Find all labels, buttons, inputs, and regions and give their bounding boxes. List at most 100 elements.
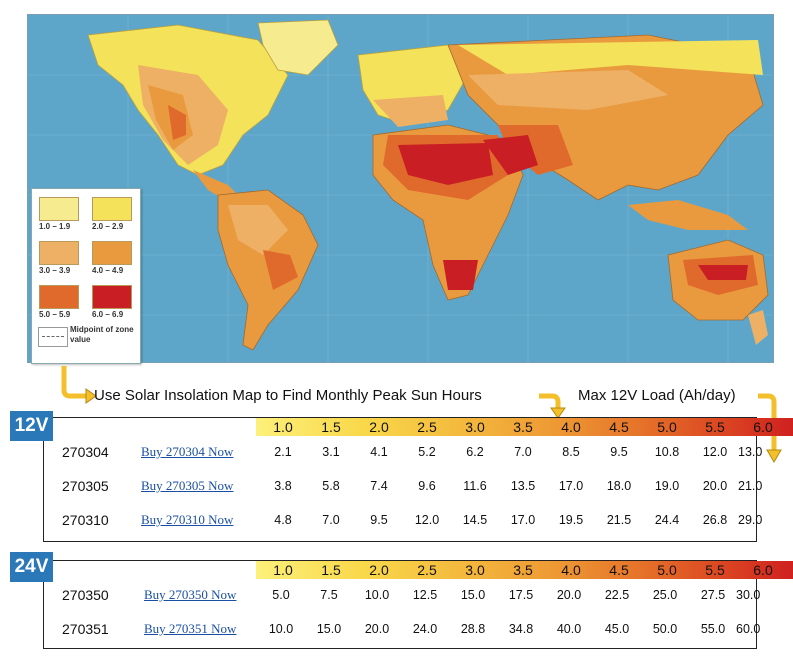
model-number: 270305 (62, 478, 109, 494)
load-value: 20.0 (702, 479, 728, 493)
load-value: 45.0 (604, 622, 630, 636)
load-value: 26.8 (702, 513, 728, 527)
header-cell: 5.5 (705, 419, 725, 435)
header-cell: 4.5 (609, 419, 629, 435)
load-value: 5.2 (418, 445, 436, 459)
load-value: 20.0 (556, 588, 582, 602)
load-value: 7.5 (320, 588, 338, 602)
load-value: 25.0 (652, 588, 678, 602)
legend-swatch-1 (39, 197, 79, 221)
legend-label-3: 3.0 – 3.9 (39, 266, 71, 275)
load-value: 13.5 (510, 479, 536, 493)
midpoint-label: Midpoint of zone value (70, 325, 134, 344)
model-number: 270350 (62, 587, 109, 603)
legend-label-1: 1.0 – 1.9 (39, 222, 71, 231)
load-value: 21.5 (606, 513, 632, 527)
load-value: 28.8 (460, 622, 486, 636)
header-cell: 2.5 (417, 419, 437, 435)
load-value: 15.0 (460, 588, 486, 602)
table-row: 270350 Buy 270350 Now 5.0 7.5 10.0 12.5 … (44, 583, 761, 607)
model-number: 270351 (62, 621, 109, 637)
map-legend: 1.0 – 1.9 2.0 – 2.9 3.0 – 3.9 4.0 – 4.9 … (31, 188, 141, 364)
load-value: 24.4 (654, 513, 680, 527)
load-value: 18.0 (606, 479, 632, 493)
header-cell: 5.0 (657, 562, 677, 578)
load-value: 9.5 (370, 513, 388, 527)
left-arrow-icon (61, 366, 86, 399)
instruction-caption: Use Solar Insolation Map to Find Monthly… (94, 387, 482, 404)
load-value: 5.8 (322, 479, 340, 493)
table-12v: 1.0 1.5 2.0 2.5 3.0 3.5 4.0 4.5 5.0 5.5 … (43, 417, 793, 542)
legend-label-2: 2.0 – 2.9 (92, 222, 124, 231)
header-cell: 1.5 (321, 419, 341, 435)
load-value: 8.5 (562, 445, 580, 459)
header-cell: 2.0 (369, 562, 389, 578)
header-cell: 4.0 (561, 562, 581, 578)
buy-270305-link[interactable]: Buy 270305 Now (141, 478, 234, 493)
load-value: 7.4 (370, 479, 388, 493)
load-value: 7.0 (322, 513, 340, 527)
header-cell: 3.0 (465, 419, 485, 435)
world-map-graphic (28, 15, 773, 362)
max-load-label: Max 12V Load (Ah/day) (578, 387, 736, 404)
header-cell: 2.0 (369, 419, 389, 435)
peak-sun-hours-header: 1.0 1.5 2.0 2.5 3.0 3.5 4.0 4.5 5.0 5.5 … (256, 418, 793, 436)
load-value: 17.0 (510, 513, 536, 527)
load-value: 2.1 (274, 445, 292, 459)
load-value: 9.5 (610, 445, 628, 459)
buy-270310-link[interactable]: Buy 270310 Now (141, 512, 234, 527)
legend-swatch-2 (92, 197, 132, 221)
header-cell: 6.0 (753, 419, 773, 435)
load-value: 10.0 (364, 588, 390, 602)
buy-270351-link[interactable]: Buy 270351 Now (144, 621, 237, 636)
voltage-badge-24v: 24V (10, 552, 53, 582)
load-value: 3.1 (322, 445, 340, 459)
load-value: 3.8 (274, 479, 292, 493)
load-value: 50.0 (652, 622, 678, 636)
header-cell: 1.5 (321, 562, 341, 578)
header-cell: 4.0 (561, 419, 581, 435)
load-value: 7.0 (514, 445, 532, 459)
load-value: 12.5 (412, 588, 438, 602)
load-value: 40.0 (556, 622, 582, 636)
load-value: 30.0 (736, 588, 761, 602)
table-row: 270304 Buy 270304 Now 2.1 3.1 4.1 5.2 6.… (44, 440, 762, 464)
peak-sun-hours-header: 1.0 1.5 2.0 2.5 3.0 3.5 4.0 4.5 5.0 5.5 … (256, 561, 793, 579)
load-value: 27.5 (700, 588, 726, 602)
legend-label-5: 5.0 – 5.9 (39, 310, 71, 319)
load-value: 29.0 (738, 513, 763, 527)
buy-270350-link[interactable]: Buy 270350 Now (144, 587, 237, 602)
load-value: 17.5 (508, 588, 534, 602)
legend-label-6: 6.0 – 6.9 (92, 310, 124, 319)
load-value: 20.0 (364, 622, 390, 636)
header-cell: 1.0 (273, 419, 293, 435)
legend-label-4: 4.0 – 4.9 (92, 266, 124, 275)
header-cell: 5.0 (657, 419, 677, 435)
header-cell: 4.5 (609, 562, 629, 578)
load-value: 5.0 (272, 588, 290, 602)
table-row: 270351 Buy 270351 Now 10.0 15.0 20.0 24.… (44, 617, 761, 641)
load-value: 55.0 (700, 622, 726, 636)
load-value: 10.8 (654, 445, 680, 459)
legend-swatch-6 (92, 285, 132, 309)
header-cell: 3.5 (513, 419, 533, 435)
model-number: 270310 (62, 512, 109, 528)
right-arrow-icon (758, 393, 777, 452)
load-value: 60.0 (736, 622, 761, 636)
legend-swatch-3 (39, 241, 79, 265)
table-row: 270310 Buy 270310 Now 4.8 7.0 9.5 12.0 1… (44, 508, 763, 532)
load-value: 6.2 (466, 445, 484, 459)
header-cell: 6.0 (753, 562, 773, 578)
midpoint-line-sample (38, 327, 68, 347)
header-cell: 1.0 (273, 562, 293, 578)
table-row: 270305 Buy 270305 Now 3.8 5.8 7.4 9.6 11… (44, 474, 762, 498)
load-value: 15.0 (316, 622, 342, 636)
header-cell: 3.5 (513, 562, 533, 578)
load-value: 14.5 (462, 513, 488, 527)
solar-insolation-map (27, 14, 774, 363)
model-number: 270304 (62, 444, 109, 460)
load-value: 11.6 (463, 479, 487, 493)
load-value: 10.0 (268, 622, 294, 636)
buy-270304-link[interactable]: Buy 270304 Now (141, 444, 234, 459)
